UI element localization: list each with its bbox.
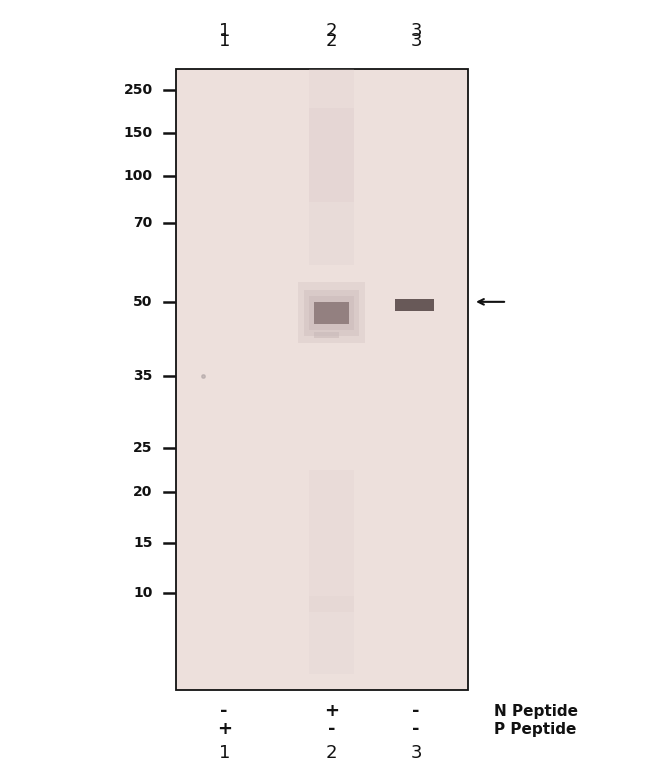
Bar <box>298 282 365 343</box>
Text: 3: 3 <box>410 32 422 49</box>
Text: 25: 25 <box>133 441 153 456</box>
Text: 50: 50 <box>133 295 153 309</box>
Bar <box>304 290 359 336</box>
Text: 20: 20 <box>133 485 153 499</box>
Text: +: + <box>324 702 339 720</box>
Text: 10: 10 <box>133 586 153 601</box>
Text: P Peptide: P Peptide <box>494 721 577 737</box>
Bar <box>309 69 354 202</box>
Text: 250: 250 <box>124 83 153 97</box>
Text: 3: 3 <box>410 744 422 761</box>
Bar <box>309 202 354 265</box>
Text: 1: 1 <box>218 23 230 40</box>
Text: 1: 1 <box>218 744 230 761</box>
Text: N Peptide: N Peptide <box>494 703 578 719</box>
Text: 1: 1 <box>218 32 230 49</box>
Text: 2: 2 <box>326 23 337 40</box>
Bar <box>309 596 354 674</box>
Bar <box>176 69 468 690</box>
Text: 100: 100 <box>124 169 153 183</box>
Text: -: - <box>328 720 335 738</box>
Bar <box>309 470 354 612</box>
Text: 70: 70 <box>133 216 153 230</box>
Text: 15: 15 <box>133 536 153 550</box>
Text: -: - <box>412 720 420 738</box>
Text: -: - <box>412 702 420 720</box>
Bar <box>309 108 354 202</box>
Text: 3: 3 <box>410 23 422 40</box>
Bar <box>395 299 434 311</box>
Text: 150: 150 <box>124 126 153 140</box>
Text: 35: 35 <box>133 369 153 383</box>
Text: 2: 2 <box>326 32 337 49</box>
Bar <box>314 302 349 324</box>
Text: +: + <box>216 720 232 738</box>
Text: 2: 2 <box>326 744 337 761</box>
Bar <box>314 332 339 338</box>
Bar <box>309 296 354 330</box>
Text: -: - <box>220 702 228 720</box>
